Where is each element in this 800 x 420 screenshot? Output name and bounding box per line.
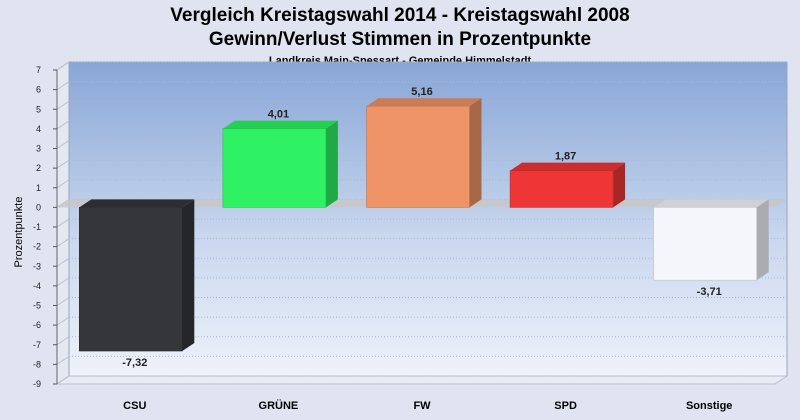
gridline-side bbox=[56, 336, 70, 346]
x-tick-label: SPD bbox=[554, 400, 577, 412]
chart-title-line1: Vergleich Kreistagswahl 2014 - Kreistags… bbox=[170, 5, 630, 26]
y-tick-label: -9 bbox=[33, 379, 41, 389]
gridline-side bbox=[56, 120, 70, 130]
bar-value-label: -3,71 bbox=[697, 286, 722, 298]
gridline-side bbox=[56, 277, 70, 287]
bar bbox=[79, 207, 183, 352]
gridline-side bbox=[56, 316, 70, 326]
x-tick-label: Sonstige bbox=[686, 400, 732, 412]
y-tick-label: -4 bbox=[33, 281, 41, 291]
bar-side bbox=[182, 199, 195, 352]
x-tick-label: CSU bbox=[123, 400, 146, 412]
gridline-side bbox=[56, 81, 70, 91]
gridline-side bbox=[56, 297, 70, 306]
gridline-side bbox=[56, 61, 70, 71]
gridline-side bbox=[56, 375, 70, 385]
y-tick-label: -5 bbox=[33, 301, 41, 311]
bar-top bbox=[79, 199, 195, 208]
y-tick-label: 6 bbox=[36, 85, 41, 95]
y-tick-label: -7 bbox=[33, 340, 41, 350]
bar bbox=[222, 128, 327, 208]
y-tick-label: 5 bbox=[36, 104, 41, 114]
bar-value-label: 4,01 bbox=[268, 109, 289, 121]
gridline-side bbox=[56, 355, 70, 365]
y-tick-label: -6 bbox=[33, 320, 41, 330]
y-tick-label: -3 bbox=[33, 261, 41, 271]
bar-value-label: -7,32 bbox=[122, 357, 147, 369]
plot-floor bbox=[55, 375, 789, 385]
bar bbox=[509, 170, 614, 208]
y-tick-label: 0 bbox=[36, 202, 41, 212]
gridline-side bbox=[56, 140, 70, 149]
bar-value-label: 5,16 bbox=[411, 86, 432, 98]
gridline-side bbox=[56, 257, 70, 267]
gridline-side bbox=[56, 179, 70, 189]
bar-top bbox=[653, 199, 769, 208]
x-tick-label: GRÜNE bbox=[259, 399, 299, 412]
gridline-side bbox=[56, 218, 70, 228]
bar-side bbox=[613, 162, 626, 208]
y-tick-label: 4 bbox=[36, 124, 41, 134]
gridline-side bbox=[56, 159, 70, 169]
y-tick-label: -1 bbox=[33, 222, 41, 232]
chart-title-line2: Gewinn/Verlust Stimmen in Prozentpunkte bbox=[208, 29, 592, 50]
bar-side bbox=[469, 98, 482, 208]
y-tick-label: 3 bbox=[36, 144, 41, 154]
bar bbox=[653, 207, 758, 281]
y-tick-label: -8 bbox=[33, 359, 41, 369]
bar-top bbox=[366, 98, 482, 107]
y-tick-label: -2 bbox=[33, 242, 41, 252]
y-axis-title: Prozentpunkte bbox=[13, 197, 25, 268]
gridline-side bbox=[56, 100, 70, 110]
bar-top bbox=[222, 120, 338, 129]
y-tick-label: 1 bbox=[36, 183, 41, 193]
bar-value-label: 1,87 bbox=[555, 151, 576, 163]
bar-side bbox=[325, 120, 338, 208]
bar-top bbox=[510, 162, 626, 171]
y-tick-label: 2 bbox=[36, 163, 41, 173]
bar bbox=[366, 105, 470, 208]
y-tick-label: 7 bbox=[36, 65, 41, 75]
x-tick-label: FW bbox=[413, 400, 431, 412]
bar-side bbox=[756, 199, 769, 281]
gridline-side bbox=[56, 238, 70, 248]
